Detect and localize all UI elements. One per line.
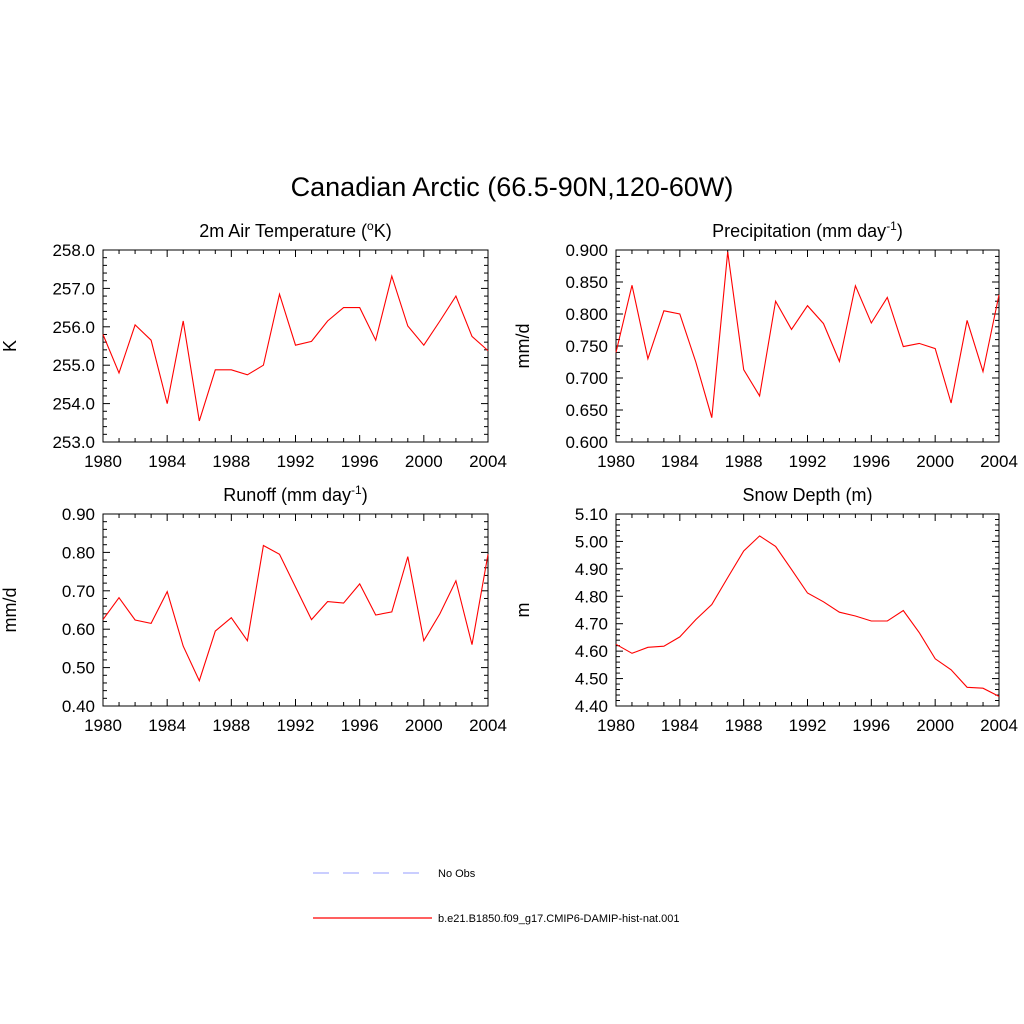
x-tick-label: 2000 [405, 716, 443, 735]
y-tick-label: 0.40 [62, 697, 95, 716]
y-tick-label: 256.0 [52, 318, 95, 337]
legend: No Obs b.e21.B1850.f09_g17.CMIP6-DAMIP-hi… [313, 868, 680, 925]
x-tick-label: 1992 [789, 716, 827, 735]
chart-panel-3: Runoff (mm day-1) mm/d 1980 1984 1988 1992 199… [0, 483, 507, 735]
y-tick-label: 4.40 [575, 697, 608, 716]
x-tick-label: 2000 [916, 716, 954, 735]
y-tick-label: 254.0 [52, 395, 95, 414]
chart-panel-1: 2m Air Temperature (oK) K 1980 1984 1988 1992… [0, 219, 507, 471]
legend-label: No Obs [438, 868, 476, 880]
x-tick-label: 2004 [469, 716, 507, 735]
panel-title: Runoff (mm day-1) [223, 483, 367, 505]
x-tick-label: 2004 [980, 452, 1018, 471]
x-tick-label: 1980 [597, 452, 635, 471]
y-tick-label: 0.80 [62, 543, 95, 562]
legend-item-1: No Obs [313, 868, 476, 880]
y-tick-label: 0.850 [565, 273, 608, 292]
x-tick-label: 1988 [212, 452, 250, 471]
series-line [615, 251, 1000, 418]
panel-title: 2m Air Temperature (oK) [199, 219, 391, 241]
title-superscript: o [367, 219, 374, 233]
x-tick-label: 1992 [277, 716, 315, 735]
x-tick-label: 1996 [341, 452, 379, 471]
x-tick-label: 1988 [725, 452, 763, 471]
chart-panel-2: Precipitation (mm day-1) mm/d 1980 1984 1988… [513, 219, 1018, 471]
y-tick-label: 0.50 [62, 659, 95, 678]
y-tick-label: 4.70 [575, 615, 608, 634]
legend-label: b.e21.B1850.f09_g17.CMIP6-DAMIP-hist-nat… [438, 913, 680, 925]
x-tick-label: 1996 [341, 716, 379, 735]
y-tick-label: 5.10 [575, 505, 608, 524]
y-axis-label: mm/d [513, 324, 533, 369]
y-axis-label: mm/d [0, 588, 20, 633]
y-tick-label: 253.0 [52, 433, 95, 452]
title-superscript: -1 [886, 219, 897, 233]
title-superscript: -1 [351, 483, 362, 497]
y-tick-label: 0.60 [62, 620, 95, 639]
x-tick-label: 2004 [469, 452, 507, 471]
plot-frame [102, 249, 489, 443]
x-tick-label: 2000 [916, 452, 954, 471]
x-tick-label: 2000 [405, 452, 443, 471]
y-tick-label: 0.800 [565, 305, 608, 324]
chart-panel-4: Snow Depth (m) m 1980 1984 1988 1992 1996 2000 2… [513, 485, 1018, 735]
x-tick-label: 1988 [212, 716, 250, 735]
y-tick-label: 4.50 [575, 670, 608, 689]
y-tick-label: 4.90 [575, 560, 608, 579]
figure-title: Canadian Arctic (66.5-90N,120-60W) [291, 172, 734, 202]
x-tick-label: 1996 [852, 716, 890, 735]
panels-group: 2m Air Temperature (oK) K 1980 1984 1988 1992… [0, 219, 1018, 735]
y-tick-label: 4.80 [575, 587, 608, 606]
x-tick-label: 1996 [852, 452, 890, 471]
series-line [102, 544, 489, 683]
y-tick-label: 0.750 [565, 337, 608, 356]
y-tick-label: 0.650 [565, 401, 608, 420]
y-tick-label: 5.00 [575, 532, 608, 551]
y-tick-label: 0.600 [565, 433, 608, 452]
x-tick-label: 1984 [661, 452, 699, 471]
x-tick-label: 1992 [789, 452, 827, 471]
x-tick-label: 1980 [84, 716, 122, 735]
y-tick-label: 0.700 [565, 369, 608, 388]
y-tick-label: 4.60 [575, 642, 608, 661]
y-tick-label: 258.0 [52, 241, 95, 260]
x-tick-label: 1980 [84, 452, 122, 471]
series-line [102, 274, 489, 422]
plot-frame [615, 249, 1000, 443]
y-axis-label: m [513, 603, 533, 618]
y-axis-label: K [0, 340, 20, 352]
x-tick-label: 1984 [661, 716, 699, 735]
panel-title: Precipitation (mm day-1) [712, 219, 903, 241]
x-tick-label: 1980 [597, 716, 635, 735]
y-tick-label: 255.0 [52, 356, 95, 375]
x-tick-label: 1984 [148, 716, 186, 735]
y-tick-label: 0.70 [62, 582, 95, 601]
x-tick-label: 1988 [725, 716, 763, 735]
y-tick-label: 0.900 [565, 241, 608, 260]
plot-frame [615, 513, 1000, 707]
panel-title: Snow Depth (m) [742, 485, 872, 505]
y-tick-label: 257.0 [52, 279, 95, 298]
x-tick-label: 2004 [980, 716, 1018, 735]
legend-item-2: b.e21.B1850.f09_g17.CMIP6-DAMIP-hist-nat… [313, 913, 680, 925]
plot-frame [102, 513, 489, 707]
x-tick-label: 1992 [277, 452, 315, 471]
y-tick-label: 0.90 [62, 505, 95, 524]
series-line [615, 535, 1000, 697]
x-tick-label: 1984 [148, 452, 186, 471]
